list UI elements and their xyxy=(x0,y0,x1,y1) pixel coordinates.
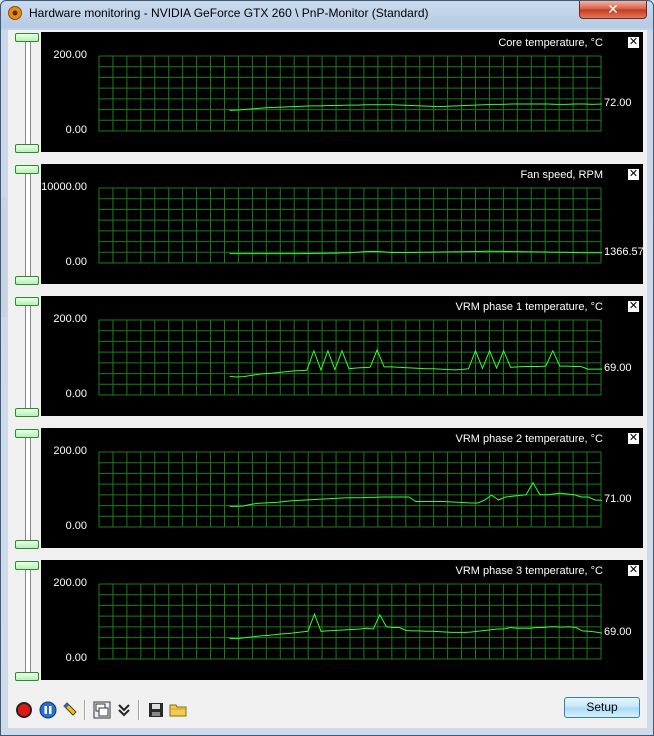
y-axis-min-label: 0.00 xyxy=(65,652,87,664)
graph-title: VRM phase 3 temperature, °C xyxy=(455,565,603,577)
graph-title: Fan speed, RPM xyxy=(520,169,603,181)
record-button[interactable] xyxy=(14,700,34,720)
graph-panel: Core temperature, °C ✕ 200.00 0.00 72.00 xyxy=(8,30,647,154)
graph-plot xyxy=(98,187,603,264)
window-title: Hardware monitoring - NVIDIA GeForce GTX… xyxy=(29,6,429,20)
graph-close-icon[interactable]: ✕ xyxy=(628,36,639,48)
window-close-button[interactable]: ✕ xyxy=(579,1,647,19)
graph-area: Fan speed, RPM ✕ 10000.00 0.00 1366.57 xyxy=(41,164,644,284)
eraser-icon xyxy=(63,702,77,716)
current-value-label: 72.00 xyxy=(604,97,632,109)
series-line xyxy=(229,103,603,111)
graph-plot xyxy=(98,451,603,528)
setup-button[interactable]: Setup xyxy=(564,697,640,718)
current-value-label: 69.00 xyxy=(604,626,632,638)
record-icon xyxy=(16,702,32,718)
monitoring-client-area: Core temperature, °C ✕ 200.00 0.00 72.00 Fan … xyxy=(8,30,647,728)
y-axis-max-label: 200.00 xyxy=(53,445,87,457)
bottom-toolbar: Setup xyxy=(8,692,647,728)
slider-bottom-thumb[interactable] xyxy=(15,408,39,417)
toolbar-separator xyxy=(84,700,86,720)
graph-plot xyxy=(98,55,603,132)
graph-height-slider[interactable] xyxy=(25,436,31,544)
y-axis-min-label: 0.00 xyxy=(65,124,87,136)
graph-title: Core temperature, °C xyxy=(498,37,603,49)
slider-bottom-thumb[interactable] xyxy=(15,144,39,153)
open-button[interactable] xyxy=(168,700,188,720)
y-axis-min-label: 0.00 xyxy=(65,256,87,268)
window-icon xyxy=(93,701,111,719)
slider-top-thumb[interactable] xyxy=(15,429,39,438)
window-edge xyxy=(1,197,7,317)
series-line xyxy=(229,612,603,640)
graph-area: VRM phase 2 temperature, °C ✕ 200.00 0.00 71… xyxy=(41,428,643,548)
graph-title: VRM phase 1 temperature, °C xyxy=(455,301,603,313)
y-axis-max-label: 200.00 xyxy=(53,577,87,589)
pause-button[interactable] xyxy=(38,700,58,720)
graph-close-icon[interactable]: ✕ xyxy=(628,564,639,576)
graph-height-slider[interactable] xyxy=(25,172,31,280)
graph-area: Core temperature, °C ✕ 200.00 0.00 72.00 xyxy=(41,32,643,152)
slider-top-thumb[interactable] xyxy=(15,33,39,42)
graph-area: VRM phase 1 temperature, °C ✕ 200.00 0.00 69… xyxy=(41,296,643,416)
y-axis-max-label: 200.00 xyxy=(53,49,87,61)
graph-height-slider[interactable] xyxy=(25,568,31,676)
graph-title: VRM phase 2 temperature, °C xyxy=(455,433,603,445)
graph-panel: VRM phase 3 temperature, °C ✕ 200.00 0.00 69… xyxy=(8,558,647,682)
graph-close-icon[interactable]: ✕ xyxy=(628,432,639,444)
toolbar-separator xyxy=(138,700,140,720)
save-button[interactable] xyxy=(146,700,166,720)
y-axis-min-label: 0.00 xyxy=(65,388,87,400)
y-axis-min-label: 0.00 xyxy=(65,520,87,532)
graph-height-slider[interactable] xyxy=(25,40,31,148)
slider-top-thumb[interactable] xyxy=(15,561,39,570)
slider-top-thumb[interactable] xyxy=(15,165,39,174)
graph-height-slider[interactable] xyxy=(25,304,31,412)
graph-close-icon[interactable]: ✕ xyxy=(628,300,639,312)
graph-panel: VRM phase 1 temperature, °C ✕ 200.00 0.00 69… xyxy=(8,294,647,418)
current-value-label: 71.00 xyxy=(604,493,632,505)
detach-graphs-button[interactable] xyxy=(92,700,112,720)
clear-history-button[interactable] xyxy=(60,700,80,720)
y-axis-max-label: 10000.00 xyxy=(41,181,87,193)
slider-bottom-thumb[interactable] xyxy=(15,276,39,285)
series-line xyxy=(229,348,602,378)
series-line xyxy=(229,250,603,255)
chevron-double-down-icon xyxy=(118,704,130,717)
graph-panel: VRM phase 2 temperature, °C ✕ 200.00 0.00 71… xyxy=(8,426,647,550)
pause-icon xyxy=(39,701,57,719)
title-bar[interactable]: Hardware monitoring - NVIDIA GeForce GTX… xyxy=(1,1,653,25)
graph-close-icon[interactable]: ✕ xyxy=(628,168,639,180)
folder-icon xyxy=(169,704,187,717)
graph-plot xyxy=(98,583,603,660)
collapse-button[interactable] xyxy=(114,700,134,720)
graph-panel: Fan speed, RPM ✕ 10000.00 0.00 1366.57 xyxy=(8,162,647,286)
slider-bottom-thumb[interactable] xyxy=(15,540,39,549)
graph-area: VRM phase 3 temperature, °C ✕ 200.00 0.00 69… xyxy=(41,560,643,680)
floppy-disk-icon xyxy=(149,703,163,717)
app-icon xyxy=(8,6,22,20)
slider-bottom-thumb[interactable] xyxy=(15,672,39,681)
series-line xyxy=(229,481,603,507)
current-value-label: 1366.57 xyxy=(604,246,644,258)
current-value-label: 69.00 xyxy=(604,362,632,374)
y-axis-max-label: 200.00 xyxy=(53,313,87,325)
graph-plot xyxy=(98,319,602,396)
slider-top-thumb[interactable] xyxy=(15,297,39,306)
